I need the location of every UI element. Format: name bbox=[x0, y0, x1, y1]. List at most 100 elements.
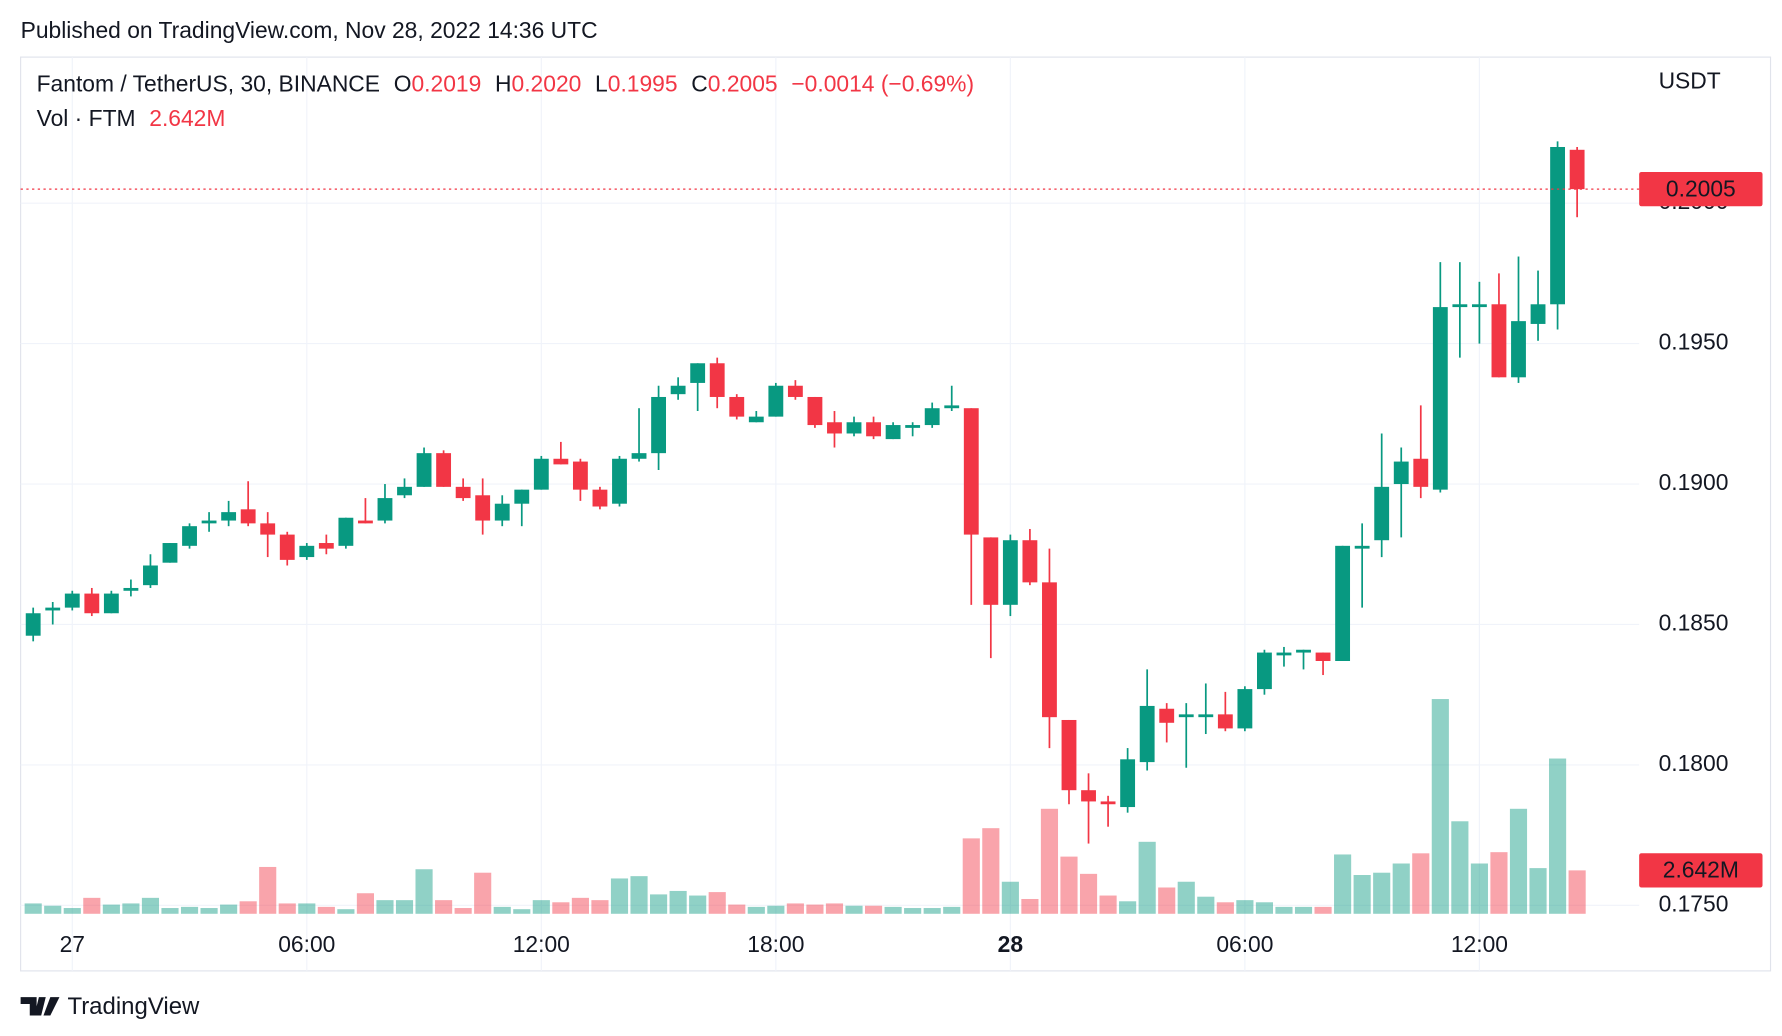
last-price-label: 0.2005 bbox=[1666, 175, 1736, 201]
candle-body bbox=[729, 396, 745, 417]
legend-key: L bbox=[595, 71, 608, 97]
volume-bar bbox=[1431, 699, 1449, 914]
volume-bar bbox=[102, 904, 120, 914]
candle-body bbox=[533, 458, 549, 490]
candle-body bbox=[944, 405, 960, 409]
volume-bar bbox=[884, 906, 902, 914]
chart-frame bbox=[20, 56, 1772, 972]
volume-bar bbox=[1197, 896, 1215, 914]
candle-body bbox=[1237, 689, 1253, 729]
candle-body bbox=[1432, 307, 1448, 490]
legend-value: 0.2020 bbox=[512, 71, 582, 97]
volume-bar bbox=[708, 892, 726, 914]
candle-body bbox=[846, 422, 862, 434]
volume-bar bbox=[1255, 902, 1273, 914]
x-tick-label: 06:00 bbox=[1216, 931, 1273, 957]
legend-key: C bbox=[691, 71, 708, 97]
candle-body bbox=[885, 425, 901, 440]
volume-bar bbox=[1568, 870, 1586, 914]
volume-bar bbox=[962, 838, 980, 914]
volume-bar bbox=[1079, 873, 1098, 914]
last-volume-label: 2.642M bbox=[1663, 857, 1739, 883]
volume-bar bbox=[845, 905, 863, 914]
price-pane bbox=[25, 141, 1585, 844]
published-note: Published on TradingView.com, Nov 28, 20… bbox=[21, 17, 598, 43]
symbol: Fantom / TetherUS, 30, BINANCE bbox=[37, 71, 380, 97]
volume-bar bbox=[493, 906, 511, 914]
candle-body bbox=[1022, 540, 1038, 583]
volume-bar bbox=[1060, 856, 1078, 914]
candle-body bbox=[162, 543, 178, 563]
candle-body bbox=[690, 363, 706, 383]
volume-bar bbox=[376, 900, 394, 914]
candle-body bbox=[905, 425, 921, 428]
candle-body bbox=[221, 512, 237, 521]
candle-body bbox=[123, 587, 139, 591]
volume-bar bbox=[591, 900, 609, 914]
last-volume-tag bbox=[1639, 853, 1763, 888]
volume-bar bbox=[630, 876, 648, 914]
volume-bar bbox=[1158, 887, 1176, 914]
candle-body bbox=[670, 385, 686, 395]
y-tick-label: 0.1750 bbox=[1659, 890, 1729, 916]
volume-bar bbox=[1353, 875, 1371, 914]
volume-bar bbox=[1001, 881, 1019, 914]
volume-bar bbox=[200, 908, 218, 914]
candle-body bbox=[299, 545, 315, 558]
candle-body bbox=[1217, 714, 1233, 729]
y-tick-label: 0.1800 bbox=[1659, 750, 1729, 776]
volume-legend-value: 2.642M bbox=[149, 105, 225, 131]
y-tick-label: 0.1850 bbox=[1659, 610, 1729, 636]
candle-body bbox=[475, 495, 491, 521]
candle-body bbox=[338, 517, 354, 546]
volume-bar bbox=[669, 890, 687, 914]
candle-body bbox=[1374, 486, 1390, 541]
candle-body bbox=[318, 543, 334, 549]
volume-bar bbox=[923, 908, 941, 914]
volume-bar bbox=[943, 906, 961, 914]
candle-body bbox=[1452, 304, 1468, 308]
candle-body bbox=[397, 486, 412, 496]
candle-body bbox=[1530, 304, 1546, 324]
volume-bar bbox=[474, 872, 492, 914]
candle-body bbox=[45, 607, 61, 611]
brand-name: TradingView bbox=[67, 993, 200, 1020]
candle-body bbox=[651, 396, 667, 454]
grid bbox=[20, 57, 1640, 971]
volume-bar bbox=[532, 900, 550, 914]
volume-bar bbox=[337, 909, 355, 914]
candle-body bbox=[1354, 545, 1370, 549]
volume-bar bbox=[1509, 808, 1528, 914]
volume-bar bbox=[571, 897, 589, 914]
candle-body bbox=[1159, 708, 1175, 723]
candle-body bbox=[1335, 545, 1351, 661]
volume-bar bbox=[1216, 902, 1234, 914]
volume-bar bbox=[278, 903, 296, 914]
volume-bar bbox=[806, 904, 824, 914]
candle-body bbox=[103, 593, 119, 614]
candle-body bbox=[866, 422, 881, 437]
volume-bar bbox=[415, 869, 433, 914]
volume-bar bbox=[1334, 854, 1352, 914]
candle-body bbox=[807, 396, 823, 426]
legend-key: H bbox=[495, 71, 512, 97]
candle-body bbox=[1139, 705, 1155, 763]
candle-body bbox=[963, 408, 979, 535]
candle-body bbox=[1315, 652, 1331, 661]
candle-body bbox=[436, 453, 452, 487]
axes: 0.17500.18000.18500.19000.19500.20002706… bbox=[20, 171, 1763, 957]
candle-body bbox=[1491, 304, 1507, 378]
volume-bar bbox=[825, 903, 844, 914]
y-axis-unit: USDT bbox=[1659, 67, 1721, 93]
volume-bar bbox=[689, 895, 707, 914]
volume-bar bbox=[728, 904, 746, 914]
change: −0.0014 (−0.69%) bbox=[791, 71, 974, 97]
volume-bar bbox=[1294, 906, 1313, 914]
candle-body bbox=[201, 520, 217, 524]
legend-value: 0.1995 bbox=[608, 71, 678, 97]
candle-body bbox=[25, 613, 41, 636]
y-tick-label: 0.1900 bbox=[1659, 469, 1729, 495]
volume-bar bbox=[24, 903, 42, 914]
